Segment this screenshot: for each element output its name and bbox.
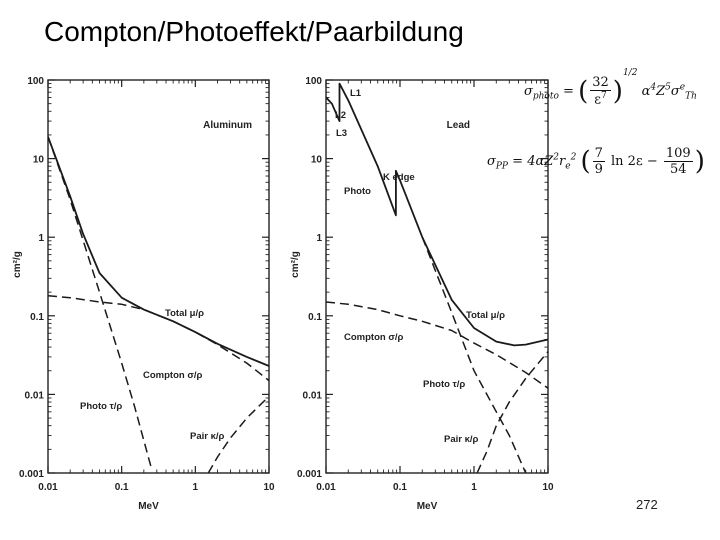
photo-paren-open: ( — [578, 76, 589, 107]
pp-fraction-2: 109 54 — [663, 146, 693, 177]
pp-r: r — [559, 154, 566, 169]
slide-title: Compton/Photoeffekt/Paarbildung — [44, 16, 464, 47]
photo-outer-exp: 1/2 — [622, 68, 638, 78]
photo-z: Z — [656, 84, 666, 99]
lead-y-tick-label: 10 — [311, 155, 323, 166]
lead-series-label: Pair κ/ρ — [444, 434, 479, 445]
pair-production-formula: σPP = 4αZ2re2 (7 9 ln 2ε − 109 54) — [487, 146, 705, 177]
pp-lhs: σ — [487, 154, 496, 169]
pp-paren-open: ( — [580, 146, 591, 177]
pp-lhs-sub: PP — [495, 161, 508, 172]
aluminum-x-tick-label: 0.01 — [38, 482, 58, 493]
pp-eq: = — [512, 154, 524, 169]
photo-sigma-th: σ — [670, 84, 680, 99]
pp-ln: ln 2ε − — [611, 154, 658, 169]
lead-annotation: Photo — [344, 186, 371, 197]
aluminum-x-tick-label: 1 — [193, 482, 199, 493]
photo-alpha-exp: 4 — [650, 82, 657, 93]
photo-frac-den-base: ε — [594, 92, 602, 108]
lead-plot-frame — [325, 79, 549, 474]
aluminum-series-label: Total μ/ρ — [165, 308, 204, 319]
aluminum-y-axis-label: cm²/g — [12, 251, 23, 278]
aluminum-y-tick-label: 0.001 — [19, 469, 44, 480]
aluminum-series-label: Pair κ/ρ — [190, 431, 225, 442]
lead-series-label: Compton σ/ρ — [344, 332, 403, 343]
lead-x-tick-label: 10 — [542, 482, 554, 493]
aluminum-x-axis-label: MeV — [138, 501, 159, 512]
pp-f1-den: 9 — [594, 162, 603, 177]
aluminum-y-tick-label: 100 — [27, 76, 44, 87]
lead-series-label: Photo τ/ρ — [423, 379, 465, 390]
lead-x-tick-label: 1 — [471, 482, 477, 493]
photo-fraction: 32 ε7 — [590, 75, 611, 108]
pp-f1-num: 7 — [592, 146, 605, 162]
lead-y-tick-label: 0.001 — [297, 469, 322, 480]
aluminum-series-label: Photo τ/ρ — [80, 401, 122, 412]
aluminum-material-title: Aluminum — [203, 120, 252, 131]
aluminum-series-compton — [48, 294, 269, 382]
page-number: 272 — [636, 497, 658, 512]
lead-annotation: L2 — [335, 110, 346, 121]
photo-lhs: σ — [524, 84, 533, 99]
aluminum-series-pair — [207, 395, 269, 473]
lead-y-tick-label: 0.01 — [303, 390, 323, 401]
photo-alpha: α — [641, 84, 651, 99]
aluminum-series-photo — [48, 136, 152, 467]
photo-frac-den-exp: 7 — [601, 91, 607, 102]
photo-z-exp: 5 — [665, 82, 671, 93]
photo-sigma-sup: e — [679, 82, 686, 93]
aluminum-series-label: Compton σ/ρ — [143, 370, 202, 381]
lead-series-label: Total μ/ρ — [466, 310, 505, 321]
pp-f2-den: 54 — [670, 162, 687, 177]
aluminum-x-tick-label: 0.1 — [115, 482, 129, 493]
photo-frac-num: 32 — [590, 75, 611, 92]
photo-paren-close: ) — [612, 76, 623, 107]
lead-x-tick-label: 0.1 — [393, 482, 407, 493]
lead-chart: 0.001 0.01 0.1 1 10 100 0.01 0.1 1 10 MeV cm²/g Lead… — [290, 76, 554, 512]
pp-r-sub: e — [565, 161, 571, 172]
photo-sigma-sub: Th — [685, 91, 697, 102]
photo-eq: = — [563, 84, 574, 99]
lead-y-axis-label: cm²/g — [290, 251, 301, 278]
aluminum-y-tick-label: 10 — [33, 155, 45, 166]
lead-y-tick-label: 1 — [316, 233, 322, 244]
lead-annotation: L3 — [336, 128, 347, 139]
aluminum-y-tick-label: 1 — [38, 233, 44, 244]
lead-series-total — [326, 82, 548, 347]
pp-pre-exp: 2 — [553, 152, 560, 163]
lead-y-tick-label: 100 — [305, 76, 322, 87]
aluminum-series-total — [48, 136, 269, 367]
lead-x-axis-label: MeV — [417, 501, 438, 512]
lead-x-tick-label: 0.01 — [316, 482, 336, 493]
lead-annotation: L1 — [350, 88, 362, 99]
pp-paren-close: ) — [694, 146, 705, 177]
aluminum-y-tick-label: 0.1 — [30, 312, 44, 323]
aluminum-plot-frame — [47, 79, 270, 474]
aluminum-y-tick-label: 0.01 — [25, 390, 45, 401]
lead-material-title: Lead — [447, 120, 470, 131]
lead-annotation: K edge — [383, 172, 415, 183]
photo-lhs-sub: photo — [532, 91, 559, 102]
aluminum-chart: 0.001 0.01 0.1 1 10 100 0.01 0.1 1 10 MeV cm²/g Alum… — [12, 76, 275, 512]
lead-series-compton — [326, 301, 548, 389]
pp-r-exp: 2 — [570, 152, 577, 163]
lead-y-tick-label: 0.1 — [308, 312, 322, 323]
lead-series-pair — [476, 351, 548, 473]
photo-frac-den: ε7 — [590, 91, 611, 107]
pp-f2-num: 109 — [663, 146, 693, 162]
pp-pre: 4αZ — [527, 154, 554, 169]
aluminum-x-tick-label: 10 — [263, 482, 275, 493]
photo-cross-section-formula: σphoto = (32 ε7)1/2 α4Z5σeTh — [524, 68, 697, 108]
